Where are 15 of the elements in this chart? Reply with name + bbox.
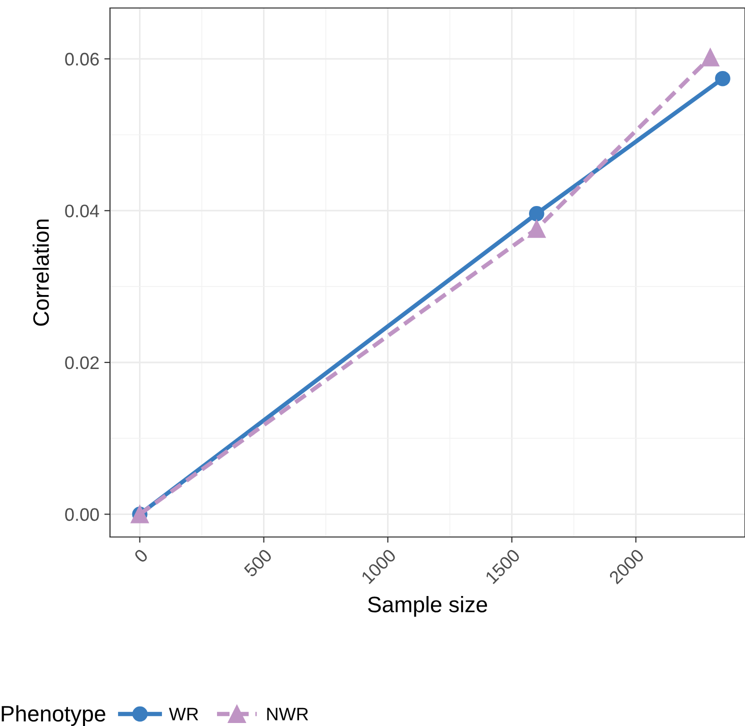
x-tick-label: 500 [243, 548, 273, 578]
point [701, 48, 720, 66]
legend-label: NWR [267, 708, 308, 720]
y-tick-label: 0.00 [65, 508, 99, 521]
y-tick-label: 0.04 [65, 204, 100, 218]
legend-title: Phenotype [2, 705, 106, 726]
y-tick-label: 0.02 [65, 356, 99, 370]
legend-label: WR [168, 708, 198, 720]
x-axis-title: Sample size [368, 596, 488, 617]
y-tick-label: 0.06 [65, 52, 99, 66]
point [529, 206, 544, 222]
x-tick-label: 0 [134, 548, 149, 564]
y-axis-title: Correlation [32, 220, 49, 326]
point [715, 70, 730, 86]
point [528, 220, 546, 238]
